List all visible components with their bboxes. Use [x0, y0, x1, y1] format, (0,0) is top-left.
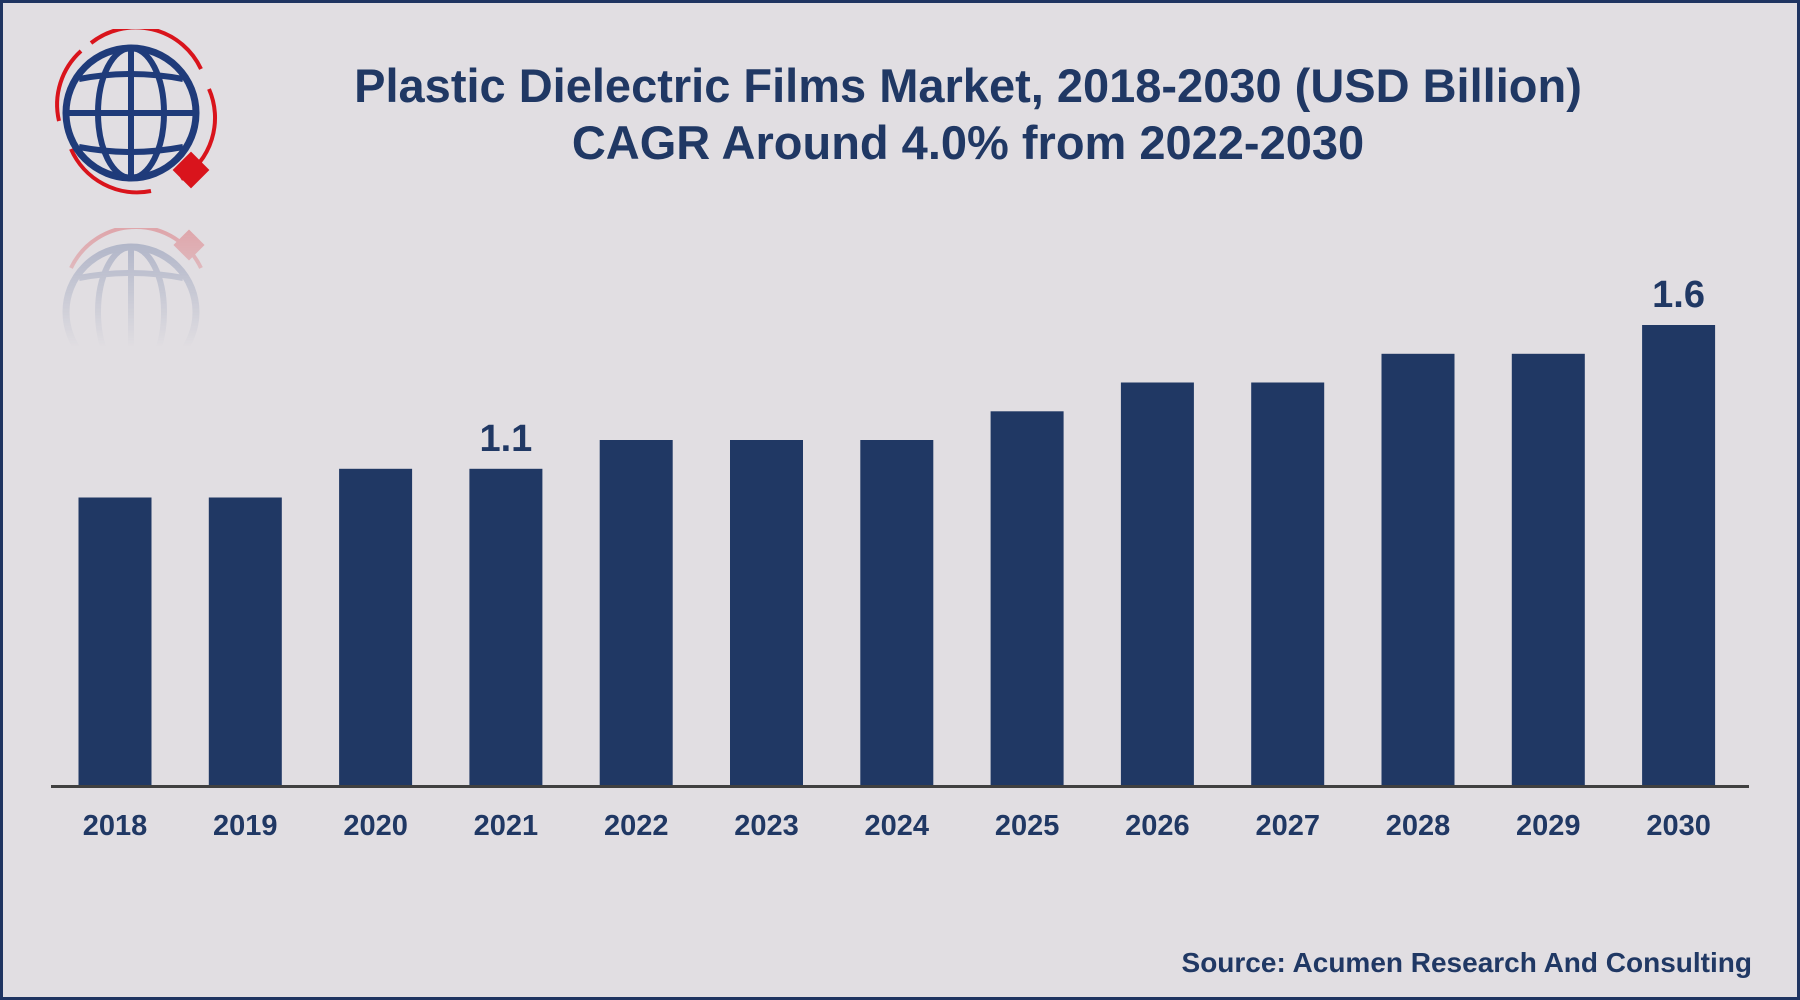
x-tick-label: 2024	[865, 810, 930, 842]
source-note: Source: Acumen Research And Consulting	[1181, 947, 1752, 978]
bar-2027	[1251, 382, 1325, 785]
bar-2021	[469, 468, 543, 786]
bar-2023	[730, 440, 803, 785]
chart-title: Plastic Dielectric Films Market, 2018-20…	[354, 59, 1582, 112]
x-tick-label: 2022	[604, 810, 669, 842]
x-tick-label: 2027	[1255, 810, 1320, 842]
bar-2022	[599, 440, 673, 785]
x-tick-label: 2028	[1386, 810, 1451, 842]
x-tick-label: 2026	[1125, 810, 1190, 842]
x-tick-label: 2023	[734, 810, 799, 842]
bar-2019	[208, 497, 282, 785]
x-tick-label: 2020	[343, 810, 408, 842]
x-tick-label: 2018	[83, 810, 148, 842]
globe-icon	[55, 29, 217, 195]
x-tick-label: 2019	[213, 810, 278, 842]
x-tick-label: 2030	[1646, 810, 1711, 842]
data-label-2030: 1.6	[1652, 274, 1705, 316]
bar-2018	[78, 497, 152, 785]
bar-2025	[990, 411, 1064, 786]
bar-2026	[1120, 382, 1194, 785]
bar-chart: 2018 2019 2020 2021 2022 2023 2024 2025 2026 2027…	[51, 274, 1749, 842]
bar-2030	[1642, 325, 1716, 785]
bar-2020	[339, 468, 413, 786]
chart-subtitle: CAGR Around 4.0% from 2022-2030	[571, 116, 1365, 169]
bar-2028	[1381, 353, 1455, 786]
x-tick-label: 2021	[474, 810, 539, 842]
data-label-2021: 1.1	[479, 418, 532, 460]
bar-2029	[1511, 353, 1585, 786]
bar-2024	[860, 440, 934, 785]
x-tick-label: 2029	[1516, 810, 1581, 842]
x-tick-label: 2025	[995, 810, 1060, 842]
globe-reflection-icon	[62, 228, 205, 348]
